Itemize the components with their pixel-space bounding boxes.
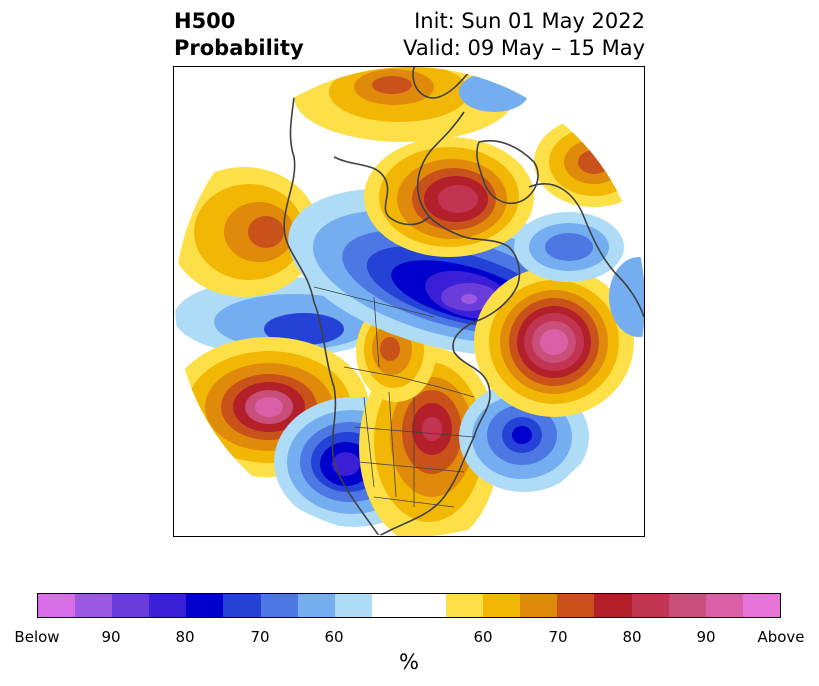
north-atlantic-high [474, 267, 634, 417]
europe-low [459, 72, 644, 337]
colorbar-tick-label: Above [757, 628, 805, 646]
colorbar-segment [334, 594, 372, 617]
colorbar-tick-label: 60 [473, 628, 493, 646]
colorbar-segment [260, 594, 298, 617]
colorbar-tick-label: 70 [548, 628, 568, 646]
colorbar-segment [631, 594, 669, 617]
borders [313, 286, 475, 508]
colorbar-tick-label: 90 [696, 628, 716, 646]
colorbar-tick-label: 80 [622, 628, 642, 646]
colorbar-segment [446, 594, 484, 617]
colorbar-segment [668, 594, 706, 617]
colorbar-segment [705, 594, 743, 617]
colorbar-tick-label: 60 [324, 628, 344, 646]
colorbar-segment [371, 594, 447, 617]
colorbar-segment [594, 594, 632, 617]
colorbar-segment [557, 594, 595, 617]
colorbar-segment [38, 594, 76, 617]
bering-high [175, 167, 319, 297]
colorbar-tick-label: 90 [101, 628, 121, 646]
valid-range: Valid: 09 May – 15 May [403, 36, 645, 60]
colorbar-tick-label: 70 [250, 628, 270, 646]
colorbar-segment [520, 594, 558, 617]
arctic-high [364, 137, 534, 257]
map-svg [175, 67, 644, 536]
colorbar [37, 593, 781, 618]
chart-title: H500 Probability [174, 8, 304, 62]
colorbar-unit: % [399, 650, 419, 674]
coastlines [283, 67, 644, 536]
colorbar-segment [742, 594, 780, 617]
colorbar-segment [112, 594, 150, 617]
colorbar-tick-label: 80 [175, 628, 195, 646]
init-date: Init: Sun 01 May 2022 [414, 9, 645, 33]
colorbar-segment [186, 594, 224, 617]
title-h500: H500 [174, 9, 236, 33]
title-probability: Probability [174, 36, 304, 60]
colorbar-segment [223, 594, 261, 617]
colorbar-segment [483, 594, 521, 617]
probability-map [173, 66, 645, 537]
forecast-dates: Init: Sun 01 May 2022 Valid: 09 May – 15… [403, 8, 645, 62]
colorbar-segment [297, 594, 335, 617]
colorbar-segment [149, 594, 187, 617]
colorbar-segment [75, 594, 113, 617]
colorbar-tick-label: Below [14, 628, 60, 646]
